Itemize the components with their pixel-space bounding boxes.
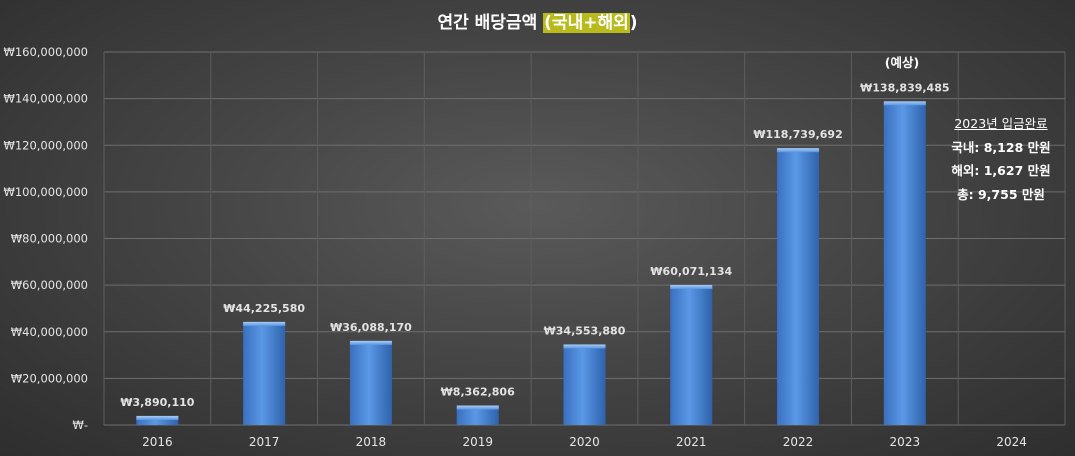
y-tick-label: ₩140,000,000 [3, 92, 88, 106]
y-tick-label: ₩20,000,000 [11, 371, 88, 385]
chart-title-highlight: (국내+해외 [543, 13, 630, 33]
x-tick-label: 2019 [462, 435, 493, 449]
data-label-2022: ₩118,739,692 [753, 128, 842, 141]
x-tick-label: 2018 [356, 435, 387, 449]
x-tick-label: 2016 [142, 435, 173, 449]
chart-title-main: 연간 배당금액 [437, 13, 544, 33]
data-label-2016: ₩3,890,110 [120, 396, 194, 409]
bar-2019 [456, 405, 499, 425]
summary-domestic: 국내: 8,128 만원 [951, 139, 1051, 155]
bar-2023 [883, 101, 926, 426]
bar-2018 [349, 340, 392, 425]
x-tick-label: 2021 [676, 435, 707, 449]
summary-title: 2023년 입금완료 [954, 116, 1048, 131]
data-label-2019: ₩8,362,806 [441, 386, 515, 399]
bar-cap-2017 [243, 321, 286, 326]
bar-2021 [670, 284, 713, 425]
x-tick-label: 2023 [890, 435, 921, 449]
y-tick-label: ₩120,000,000 [3, 138, 88, 152]
y-tick-label: ₩80,000,000 [11, 232, 88, 246]
chart-title: 연간 배당금액 (국내+해외) [0, 8, 1075, 33]
bar-2016 [136, 415, 179, 425]
x-tick-label: 2022 [783, 435, 814, 449]
summary-note: 2023년 입금완료 국내: 8,128 만원 해외: 1,627 만원 총: … [938, 112, 1064, 206]
x-tick-label: 2024 [996, 435, 1027, 449]
bars [136, 101, 926, 426]
bar-2017 [243, 321, 286, 425]
data-labels: ₩3,890,110 ₩44,225,580 ₩36,088,170 ₩8,362,8… [120, 81, 949, 409]
bar-2020 [563, 344, 606, 425]
bar-cap-2020 [563, 344, 606, 349]
y-axis: ₩- ₩20,000,000 ₩40,000,000 ₩60,000,000 ₩80,0… [3, 45, 88, 432]
summary-overseas: 해외: 1,627 만원 [951, 163, 1051, 178]
x-tick-label: 2020 [569, 435, 600, 449]
y-tick-label: ₩160,000,000 [3, 45, 88, 59]
bar-cap-2018 [349, 340, 392, 345]
x-axis: 2016 2017 2018 2019 2020 2021 2022 2023 2024 [142, 435, 1027, 449]
projection-label: (예상) [884, 55, 920, 70]
x-tick-label: 2017 [249, 435, 280, 449]
bar-cap-2019 [456, 405, 499, 410]
y-tick-label: ₩40,000,000 [11, 325, 88, 339]
data-label-2021: ₩60,071,134 [650, 265, 732, 278]
y-tick-label: ₩- [72, 418, 88, 432]
data-label-2017: ₩44,225,580 [223, 302, 305, 315]
y-tick-label: ₩100,000,000 [3, 185, 88, 199]
bar-cap-2021 [670, 284, 713, 289]
data-label-2023: ₩138,839,485 [860, 81, 949, 94]
bar-cap-2023 [883, 101, 926, 106]
bar-cap-2016 [136, 415, 179, 420]
data-label-2020: ₩34,553,880 [544, 324, 626, 337]
bar-2022 [777, 148, 820, 425]
data-label-2018: ₩36,088,170 [330, 321, 412, 334]
y-tick-label: ₩60,000,000 [11, 278, 88, 292]
summary-total: 총: 9,755 만원 [957, 186, 1045, 202]
chart-title-tail: ) [629, 13, 638, 33]
bar-cap-2022 [777, 148, 820, 153]
